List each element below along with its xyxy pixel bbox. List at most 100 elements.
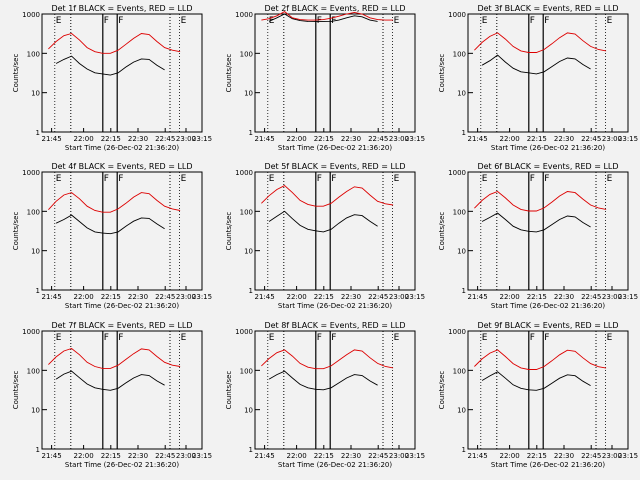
x-tick-label: 23:15 xyxy=(618,293,638,301)
x-axis-label: Start Time (26-Dec-02 21:36:20) xyxy=(491,302,605,310)
x-tick-label: 22:15 xyxy=(314,452,334,460)
y-tick-label: 10 xyxy=(31,407,40,415)
x-tick-label: 22:00 xyxy=(500,293,520,301)
x-tick-label: 21:45 xyxy=(255,135,275,143)
x-tick-label: 22:30 xyxy=(554,293,574,301)
x-tick-label: 23:00 xyxy=(602,293,622,301)
x-axis-label: Start Time (26-Dec-02 21:36:20) xyxy=(491,461,605,469)
x-tick-label: 23:00 xyxy=(389,452,409,460)
x-tick-label: 23:15 xyxy=(192,293,212,301)
x-tick-label: 23:15 xyxy=(618,452,638,460)
x-axis-label: Start Time (26-Dec-02 21:36:20) xyxy=(65,461,179,469)
x-tick-label: 23:15 xyxy=(405,452,425,460)
marker-label: F xyxy=(331,333,336,343)
marker-label: F xyxy=(544,16,549,26)
y-tick-label: 10 xyxy=(457,248,466,256)
x-tick-label: 23:00 xyxy=(176,452,196,460)
marker-label: E xyxy=(394,333,400,343)
x-tick-label: 21:45 xyxy=(255,293,275,301)
y-tick-label: 100 xyxy=(27,367,40,375)
marker-label: E xyxy=(482,16,488,26)
x-tick-label: 21:45 xyxy=(255,452,275,460)
series-line-lld xyxy=(48,192,181,213)
x-tick-label: 22:45 xyxy=(155,452,175,460)
marker-label: E xyxy=(56,333,62,343)
marker-label: F xyxy=(317,174,322,184)
x-tick-label: 22:15 xyxy=(314,135,334,143)
y-axis-label: Counts/sec xyxy=(438,212,446,251)
plot-frame xyxy=(41,13,203,133)
series-line-events xyxy=(268,13,378,23)
x-axis-label: Start Time (26-Dec-02 21:36:20) xyxy=(65,144,179,152)
panel-6: Det 6f BLACK = Events, RED = LLD 1 10 100 10… xyxy=(438,162,638,310)
x-tick-label: 22:45 xyxy=(368,452,388,460)
series-line-events xyxy=(268,370,378,391)
y-tick-label: 100 xyxy=(453,208,466,216)
x-tick-label: 22:15 xyxy=(101,293,121,301)
marker-label: F xyxy=(104,174,109,184)
x-tick-label: 22:45 xyxy=(368,135,388,143)
marker-label: E xyxy=(181,174,187,184)
y-axis-label: Counts/sec xyxy=(12,54,20,93)
y-tick-label: 1 xyxy=(249,129,253,137)
x-tick-label: 22:00 xyxy=(74,452,94,460)
x-tick-label: 22:00 xyxy=(287,452,307,460)
y-axis-label: Counts/sec xyxy=(12,371,20,410)
panel-title: Det 9f BLACK = Events, RED = LLD xyxy=(477,321,618,330)
x-tick-label: 22:15 xyxy=(101,135,121,143)
y-tick-label: 100 xyxy=(27,208,40,216)
x-tick-label: 22:30 xyxy=(554,452,574,460)
marker-label: F xyxy=(118,16,123,26)
x-tick-label: 22:30 xyxy=(128,135,148,143)
marker-label: F xyxy=(317,333,322,343)
panel-1: Det 1f BLACK = Events, RED = LLD 1 10 100 10… xyxy=(12,4,212,152)
x-tick-label: 22:45 xyxy=(581,293,601,301)
panel-2: Det 2f BLACK = Events, RED = LLD 1 10 100 10… xyxy=(225,4,425,152)
series-line-events xyxy=(55,55,165,76)
marker-label: E xyxy=(181,333,187,343)
y-tick-label: 1 xyxy=(462,129,466,137)
series-line-events xyxy=(268,210,378,233)
marker-label: E xyxy=(394,174,400,184)
marker-label: E xyxy=(181,16,187,26)
series-line-lld xyxy=(474,32,607,53)
marker-label: F xyxy=(530,174,535,184)
marker-label: F xyxy=(104,333,109,343)
series-line-lld xyxy=(261,185,394,207)
y-tick-label: 1000 xyxy=(448,169,466,177)
x-tick-label: 22:30 xyxy=(341,293,361,301)
x-axis-label: Start Time (26-Dec-02 21:36:20) xyxy=(65,302,179,310)
marker-label: F xyxy=(118,333,123,343)
panel-title: Det 3f BLACK = Events, RED = LLD xyxy=(477,4,618,13)
x-tick-label: 22:00 xyxy=(74,135,94,143)
x-tick-label: 23:15 xyxy=(618,135,638,143)
x-tick-label: 21:45 xyxy=(42,135,62,143)
x-axis-label: Start Time (26-Dec-02 21:36:20) xyxy=(278,302,392,310)
panel-title: Det 6f BLACK = Events, RED = LLD xyxy=(477,162,618,171)
x-tick-label: 22:45 xyxy=(155,135,175,143)
panel-title: Det 2f BLACK = Events, RED = LLD xyxy=(264,4,405,13)
y-tick-label: 1 xyxy=(249,446,253,454)
y-tick-label: 10 xyxy=(244,248,253,256)
plot-frame xyxy=(41,330,203,450)
y-tick-label: 1 xyxy=(249,287,253,295)
x-tick-label: 22:30 xyxy=(128,293,148,301)
marker-label: F xyxy=(331,174,336,184)
x-tick-label: 22:45 xyxy=(368,293,388,301)
x-tick-label: 22:30 xyxy=(554,135,574,143)
marker-label: F xyxy=(104,16,109,26)
series-line-lld xyxy=(48,347,181,369)
plot-frame xyxy=(254,171,416,291)
plot-frame xyxy=(254,13,416,133)
y-tick-label: 1000 xyxy=(22,11,40,19)
y-axis-label: Counts/sec xyxy=(438,54,446,93)
x-tick-label: 23:15 xyxy=(405,293,425,301)
plot-frame xyxy=(467,13,629,133)
y-tick-label: 100 xyxy=(453,367,466,375)
y-axis-label: Counts/sec xyxy=(225,371,233,410)
series-line-lld xyxy=(474,349,607,370)
panel-4: Det 4f BLACK = Events, RED = LLD 1 10 100 10… xyxy=(12,162,212,310)
panel-9: Det 9f BLACK = Events, RED = LLD 1 10 100 10… xyxy=(438,321,638,469)
y-tick-label: 100 xyxy=(240,208,253,216)
x-tick-label: 23:00 xyxy=(389,293,409,301)
